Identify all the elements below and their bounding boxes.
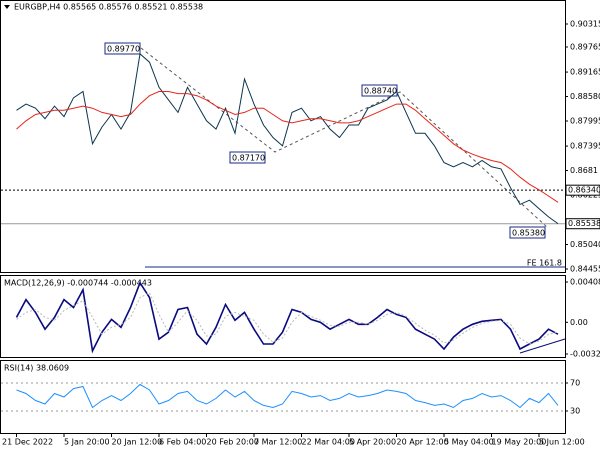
y-tick-label: 0.8681 (570, 166, 598, 175)
y-tick-label: 0.87995 (570, 116, 600, 125)
price-title: EURGBP,H4 0.85565 0.85576 0.85521 0.8553… (14, 3, 203, 12)
price-label: 0.85538 (568, 219, 600, 228)
price-label-box (565, 184, 600, 196)
price-label-box (565, 218, 600, 230)
x-tick-label: 5 May 04:00 (444, 438, 494, 447)
x-tick-label: 5 Jun 12:00 (539, 438, 585, 447)
y-tick-label: 0.88580 (570, 92, 600, 101)
y-tick-label: 0.84455 (570, 264, 600, 273)
price-label: 0.86340 (568, 186, 600, 195)
y-tick-label: 0.89765 (570, 42, 600, 51)
y-tick-label: -0.003209 (570, 350, 600, 359)
y-tick-label: 0.85040 (570, 240, 600, 249)
annotation-box (229, 151, 266, 164)
series-line (15, 281, 559, 354)
x-tick-label: 20 Jan 12:00 (112, 438, 163, 447)
annotations: 0.89770 0.87170 0.88740 0.85380 (104, 42, 546, 239)
y-tick-label: 30 (570, 407, 580, 416)
annotation-box (104, 42, 141, 55)
rsi-title: RSI(14) 38.0609 (4, 364, 69, 373)
x-tick-label: 5 Jan 20:00 (64, 438, 110, 447)
fe-label: FE 161.8 (527, 259, 562, 268)
x-tick-label: 21 Dec 2022 (2, 438, 53, 447)
rsi-panel (0, 360, 566, 434)
y-tick-label: 70 (570, 379, 580, 388)
annotation: 0.87170 (232, 154, 265, 163)
annotation: 0.89770 (107, 45, 140, 54)
annotation: 0.85380 (512, 229, 545, 238)
x-tick-label: 20 Apr 12:00 (397, 438, 449, 447)
y-tick-label: 0.004083 (570, 278, 600, 287)
annotation-box (361, 84, 398, 97)
macd-title: MACD(12,26,9) -0.000744 -0.000443 (4, 279, 152, 288)
series-line (16, 91, 559, 203)
x-tick-label: 5 Apr 20:00 (349, 438, 396, 447)
annotation: 0.88740 (364, 87, 397, 96)
menu-icon[interactable] (4, 5, 10, 9)
y-tick-label: 0.00 (570, 318, 588, 327)
x-tick-label: 22 Mar 04:00 (302, 438, 355, 447)
fibo-lines (140, 47, 549, 229)
series-line (16, 52, 559, 225)
y-tick-label: 0.87395 (570, 142, 600, 151)
x-tick-label: 20 Feb 20:00 (207, 438, 259, 447)
macd-panel (0, 275, 566, 358)
macd-trendline (519, 338, 566, 354)
x-tick-label: 19 May 20:00 (492, 438, 547, 447)
y-tick-label: 0.89165 (570, 68, 600, 77)
x-tick-label: 7 Mar 12:00 (254, 438, 302, 447)
y-tick-label: 0.90315 (570, 19, 600, 28)
x-tick-label: 6 Feb 04:00 (159, 438, 206, 447)
annotation-box (509, 226, 546, 239)
fibo-expansion (140, 47, 549, 229)
price-panel (0, 0, 566, 273)
series-line (16, 383, 559, 409)
